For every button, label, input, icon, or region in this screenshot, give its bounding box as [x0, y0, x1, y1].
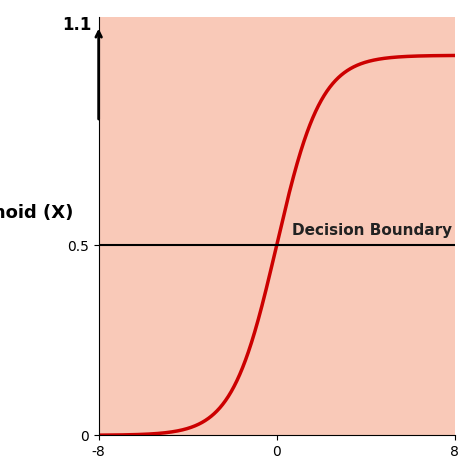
Text: Decision Boundary: Decision Boundary: [292, 223, 452, 238]
Text: 1.1: 1.1: [63, 16, 92, 34]
Text: Sigmoid (X): Sigmoid (X): [0, 204, 73, 222]
